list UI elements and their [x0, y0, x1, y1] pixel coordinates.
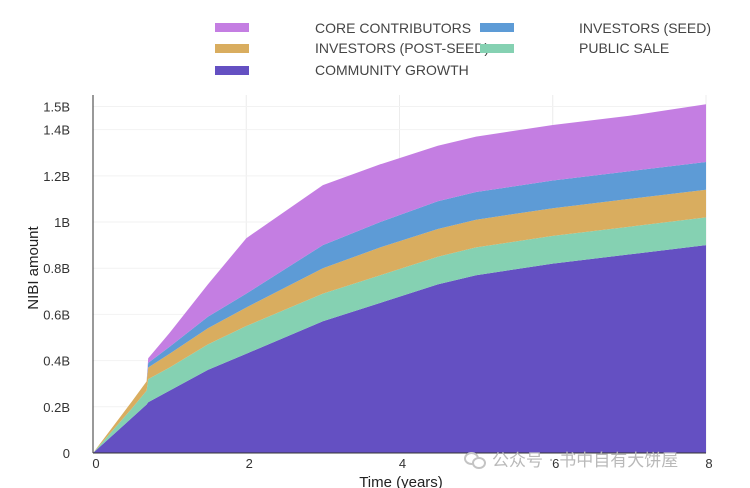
- y-tick-label: 0.8B: [43, 261, 70, 276]
- wechat-icon: [464, 450, 486, 469]
- legend-label: CORE CONTRIBUTORS: [315, 20, 472, 36]
- legend-swatch: [480, 23, 514, 32]
- x-tick-label: 0: [92, 456, 99, 471]
- y-tick-label: 1.2B: [43, 169, 70, 184]
- area-layer: [93, 104, 706, 453]
- legend-swatch: [480, 44, 514, 53]
- x-tick-label: 6: [552, 456, 559, 471]
- y-tick-label: 0.6B: [43, 307, 70, 322]
- axis-layer: 0 0.2B 0.4B 0.6B 0.8B 1B 1.2B 1.4B 1.5B 0 2 4 6 8: [43, 95, 713, 471]
- y-tick-label: 0: [63, 446, 70, 461]
- area-community-growth: [93, 245, 706, 453]
- chart-legend: CORE CONTRIBUTORS INVESTORS (SEED) INVES…: [0, 0, 750, 90]
- y-tick-label: 1.4B: [43, 123, 70, 138]
- x-tick-label: 2: [246, 456, 253, 471]
- legend-label: INVESTORS (SEED): [579, 20, 711, 36]
- legend-swatch: [215, 44, 249, 53]
- legend-swatch: [215, 23, 249, 32]
- area-investors-seed: [93, 162, 706, 453]
- y-tick-label: 0.2B: [43, 400, 70, 415]
- legend-label: PUBLIC SALE: [579, 40, 670, 56]
- watermark: 公众号 · 书中自有大饼屋: [464, 446, 678, 471]
- legend-label: COMMUNITY GROWTH: [315, 62, 469, 78]
- area-public-sale: [93, 217, 706, 453]
- x-tick-label: 8: [705, 456, 712, 471]
- legend-swatch: [215, 66, 249, 75]
- x-axis-title: Time (years): [359, 474, 443, 488]
- y-tick-label: 0.4B: [43, 354, 70, 369]
- x-tick-label: 4: [399, 456, 406, 471]
- y-axis-title: NIBI amount: [25, 225, 42, 309]
- area-investors-post-seed: [93, 189, 706, 453]
- y-tick-label: 1B: [54, 215, 70, 230]
- legend-label: INVESTORS (POST-SEED): [315, 40, 489, 56]
- watermark-text: 公众号 · 书中自有大饼屋: [492, 451, 679, 471]
- area-core-contributors: [93, 104, 706, 453]
- y-tick-label: 1.5B: [43, 100, 70, 115]
